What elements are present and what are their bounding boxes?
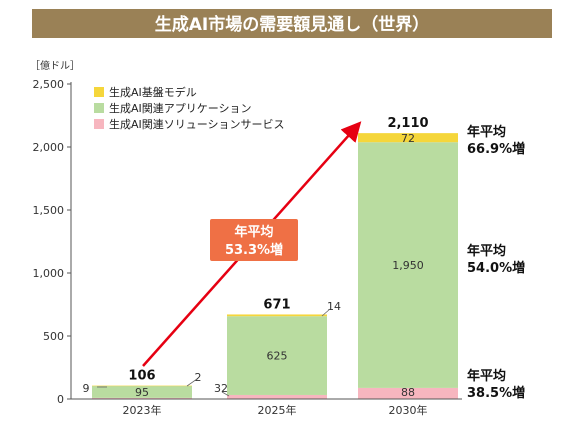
leader-line bbox=[321, 308, 331, 317]
bar-segment bbox=[227, 314, 327, 317]
segment-value-label: 1,950 bbox=[392, 259, 424, 272]
growth-rate-line1: 年平均 bbox=[467, 368, 506, 384]
bar-total-label: 671 bbox=[263, 297, 290, 312]
segment-value-label: 72 bbox=[401, 132, 415, 145]
legend-swatch bbox=[94, 87, 104, 97]
total-labels: 106 671 2,110 bbox=[128, 116, 428, 384]
bar-segment bbox=[358, 133, 458, 143]
chart-title: 生成AI市場の需要額見通し（世界） bbox=[155, 14, 429, 35]
callout-box bbox=[210, 219, 298, 261]
segment-value-label: 2 bbox=[195, 371, 202, 384]
y-axis-unit: ［億ドル］ bbox=[30, 59, 80, 72]
legend-swatch bbox=[94, 119, 104, 129]
x-category-label: 2025年 bbox=[258, 403, 297, 417]
segment-value-label: 95 bbox=[135, 386, 149, 399]
bar-segment bbox=[358, 142, 458, 388]
y-tick-label: 2,000 bbox=[33, 141, 65, 154]
legend-label: 生成AI基盤モデル bbox=[109, 85, 197, 99]
segment-value-label: 9 bbox=[83, 382, 90, 395]
bar-segment bbox=[92, 385, 192, 387]
segment-value-label: 88 bbox=[401, 386, 415, 399]
y-tick-label: 2,500 bbox=[33, 78, 65, 91]
x-axis-ticks: 2023年 2025年 2030年 bbox=[123, 403, 428, 417]
legend-label: 生成AI関連ソリューションサービス bbox=[109, 117, 285, 131]
x-category-label: 2023年 bbox=[123, 403, 162, 417]
bar-segment bbox=[358, 387, 458, 399]
y-tick-label: 0 bbox=[57, 393, 64, 406]
bar-segment bbox=[227, 316, 327, 395]
title-banner bbox=[32, 9, 552, 38]
bar-segment bbox=[92, 385, 192, 398]
bars bbox=[92, 133, 458, 399]
growth-rate-line2: 66.9%増 bbox=[467, 141, 525, 157]
y-axis-ticks: 0 500 1,000 1,500 2,000 2,500 bbox=[33, 78, 71, 406]
growth-rate-line2: 38.5%増 bbox=[467, 385, 525, 401]
y-tick-label: 1,500 bbox=[33, 204, 65, 217]
segment-value-label: 625 bbox=[267, 350, 288, 363]
legend-swatch bbox=[94, 103, 104, 113]
bar-segment bbox=[92, 397, 192, 399]
legend-label: 生成AI関連アプリケーション bbox=[109, 101, 252, 115]
y-tick-label: 1,000 bbox=[33, 267, 65, 280]
leader-line bbox=[186, 378, 198, 387]
callout-line1: 年平均 bbox=[234, 224, 273, 240]
segment-value-label: 14 bbox=[327, 300, 341, 313]
segment-labels: 9 95 2 32 625 14 88 1,950 72 bbox=[83, 132, 424, 399]
leader-line bbox=[221, 391, 230, 397]
callout-line2: 53.3%増 bbox=[225, 242, 283, 258]
growth-rate-line1: 年平均 bbox=[467, 243, 506, 259]
bar-segment bbox=[227, 394, 327, 399]
growth-rate-line1: 年平均 bbox=[467, 124, 506, 140]
bar-total-label: 106 bbox=[128, 369, 155, 384]
y-tick-label: 500 bbox=[43, 330, 64, 343]
growth-rate-line2: 54.0%増 bbox=[467, 260, 525, 276]
segment-value-label: 32 bbox=[214, 382, 228, 395]
x-category-label: 2030年 bbox=[389, 403, 428, 417]
bar-total-label: 2,110 bbox=[387, 116, 428, 131]
